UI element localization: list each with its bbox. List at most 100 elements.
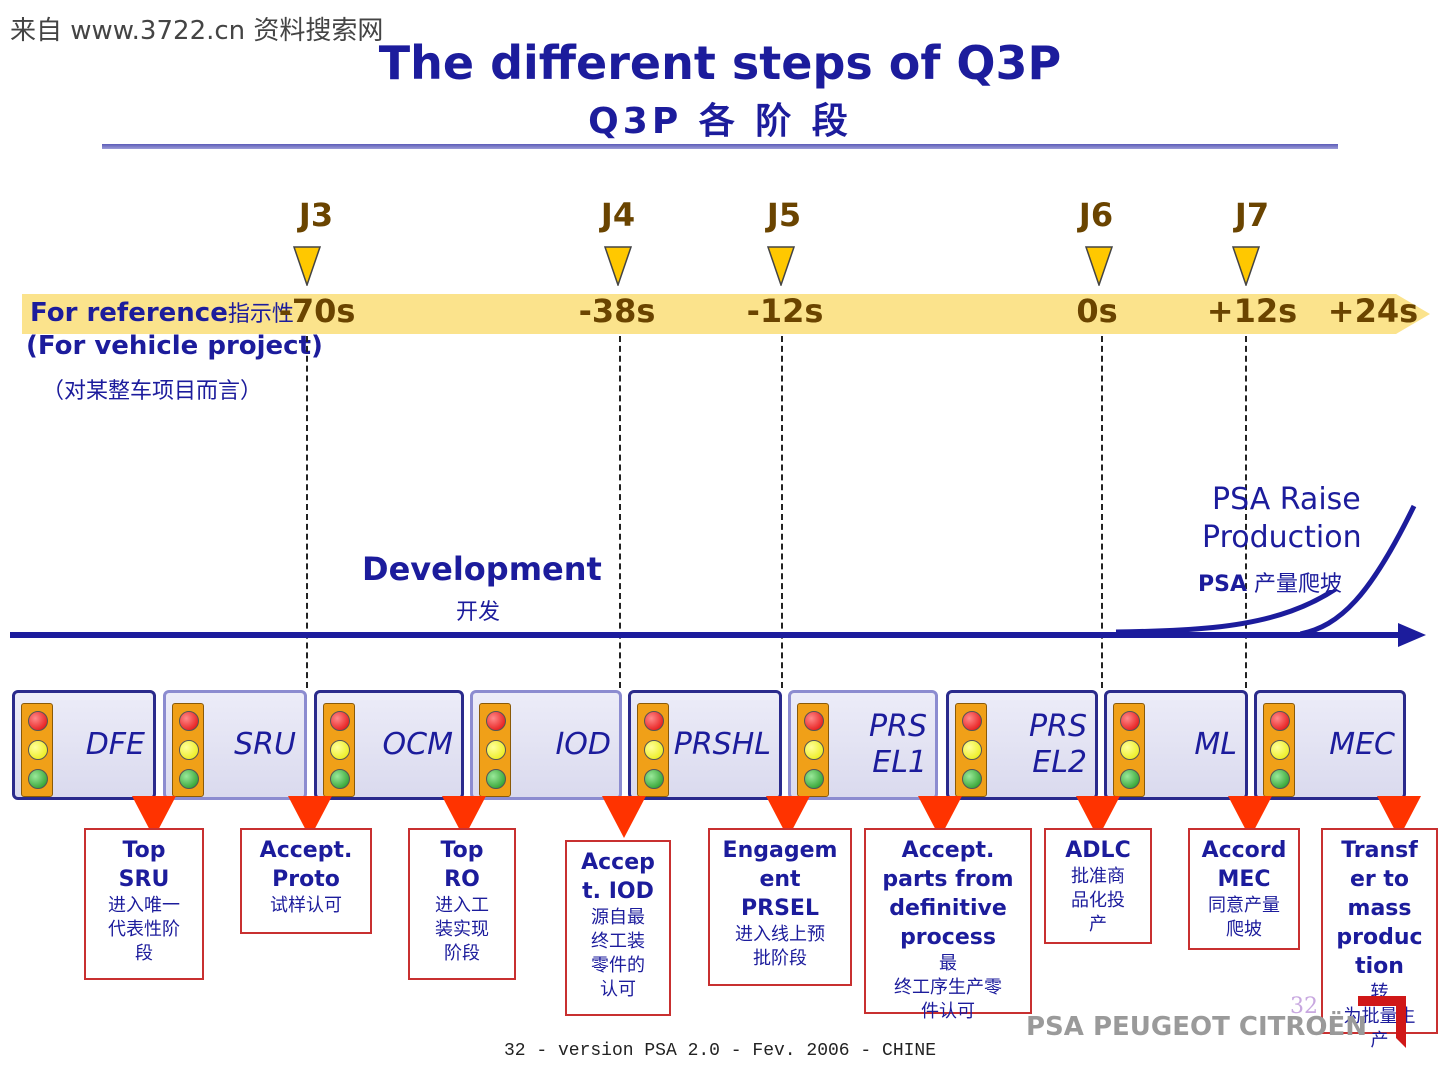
tick-plus-12s: +12s [1206,292,1298,330]
milestone-desc-accept-proto: Accept. Proto 试样认可 [240,828,372,934]
desc-en: Accept. parts from definitive process [882,838,1014,950]
traffic-light-icon [21,703,53,797]
psa-ramp-label-bold: PSA [1198,572,1247,597]
transition-marker [766,796,810,838]
desc-en: ADLC [1065,838,1131,863]
desc-cn: 源自最 终工装 零件的 认可 [591,907,645,1000]
tick-minus-38s: -38s [578,292,656,330]
reference-label-cn: 指示性 [227,302,294,327]
desc-en: Transf er to mass produc tion [1336,838,1423,979]
desc-cn: 进入工 装实现 阶段 [435,895,489,964]
vehicle-project-label: (For vehicle project) [26,331,323,361]
milestone-marker-j3 [293,246,321,286]
reference-label-en: For reference [30,298,228,328]
phase-card-label: DFE [85,727,145,762]
desc-cn: 批准商 品化投 产 [1071,866,1125,935]
desc-en: Engagem ent PRSEL [722,838,838,921]
vehicle-project-label-cn: （对某整车项目而言） [42,379,263,404]
milestone-desc-adlc: ADLC 批准商 品化投 产 [1044,828,1152,944]
desc-cn: 最 终工序生产零 件认可 [894,953,1002,1022]
footer-text: 32 - version PSA 2.0 - Fev. 2006 - CHINE [503,1041,937,1061]
transition-marker [442,796,486,838]
tick-minus-70s: -70s [278,292,356,330]
milestone-marker-j4 [604,246,632,286]
traffic-light-icon [172,703,204,797]
phase-card-label: IOD [555,727,611,762]
phase-card-label: SRU [234,727,296,762]
milestone-desc-top-ro: Top RO 进入工 装实现 阶段 [408,828,516,980]
milestone-desc-top-sru: Top SRU 进入唯一 代表性阶 段 [84,828,204,980]
phase-card-label: PRS EL2 [1029,709,1087,780]
tick-plus-24s: +24s [1327,292,1419,330]
milestone-desc-accept-iod: Accep t. IOD 源自最 终工装 零件的 认可 [565,840,671,1016]
milestone-j3: J3 [298,196,334,234]
phase-card-sru: SRU [163,690,307,800]
reference-label: For reference指示性 [30,296,294,328]
page-subtitle: Q3P 各 阶 段 [588,101,852,142]
desc-cn: 试样认可 [270,895,342,916]
phase-card-label: PRSHL [673,727,771,762]
desc-cn: 进入唯一 代表性阶 段 [108,895,180,964]
traffic-light-icon [1113,703,1145,797]
traffic-light-icon [1263,703,1295,797]
desc-en: Top RO [440,838,484,892]
desc-en: Accord MEC [1201,838,1287,892]
brand-logo-icon [1358,996,1406,1048]
milestone-line-j4 [619,336,621,688]
phase-card-label: ML [1194,727,1237,762]
desc-en: Accept. Proto [259,838,353,892]
traffic-light-icon [479,703,511,797]
development-label: Development [362,550,602,588]
transition-marker [918,796,962,838]
desc-cn: 同意产量 爬坡 [1208,895,1280,940]
milestone-j4: J4 [600,196,636,234]
milestone-desc-transfer-mass-production: Transf er to mass produc tion 转 为批量生 产 [1321,828,1438,1051]
transition-marker [1228,796,1272,838]
traffic-light-icon [637,703,669,797]
desc-en: Top SRU [118,838,170,892]
transition-marker [1377,796,1421,838]
transition-marker [602,796,646,838]
milestone-desc-accept-parts: Accept. parts from definitive process 最 … [864,828,1032,1022]
milestone-line-j5 [781,336,783,688]
production-label: Production [1202,520,1362,555]
phase-card-label: MEC [1329,727,1395,762]
milestone-marker-j5 [767,246,795,286]
phase-card-iod: IOD [470,690,622,800]
transition-marker [132,796,176,838]
development-arrow [10,590,1426,647]
milestone-line-j6 [1101,336,1103,688]
phase-card-prsel2: PRS EL2 [946,690,1098,800]
phase-card-dfe: DFE [12,690,156,800]
traffic-light-icon [955,703,987,797]
phase-card-prshl: PRSHL [628,690,782,800]
milestone-marker-j7 [1232,246,1260,286]
traffic-light-icon [323,703,355,797]
transition-marker [288,796,332,838]
page-title: The different steps of Q3P [378,36,1062,90]
milestone-j5: J5 [766,196,802,234]
timeline-band-arrowhead [1396,294,1430,334]
development-label-cn: 开发 [456,600,501,625]
transition-marker [1076,796,1120,838]
page-number: 32 [1290,994,1318,1019]
production-ramp-curve [1300,504,1417,636]
milestone-line-j7 [1245,336,1247,688]
timeline-band [22,294,1396,334]
milestone-j7: J7 [1234,196,1270,234]
tick-0s: 0s [1076,292,1118,330]
phase-card-prsel1: PRS EL1 [788,690,938,800]
phase-card-ml: ML [1104,690,1248,800]
psa-raise-label: PSA Raise [1212,482,1361,517]
phase-card-ocm: OCM [314,690,464,800]
phase-card-label: PRS EL1 [869,709,927,780]
phase-card-mec: MEC [1254,690,1406,800]
milestone-line-j3 [306,336,308,688]
desc-cn: 进入线上预 批阶段 [735,924,825,969]
brand-logo-text: PSA PEUGEOT CITROËN [1026,1012,1368,1042]
milestone-desc-accord-mec: Accord MEC 同意产量 爬坡 [1188,828,1300,950]
tick-minus-12s: -12s [746,292,824,330]
desc-en: Accep t. IOD [581,850,655,904]
milestone-desc-engagement-prsel: Engagem ent PRSEL 进入线上预 批阶段 [708,828,852,986]
watermark-text: 来自 www.3722.cn 资料搜索网 [10,16,384,46]
